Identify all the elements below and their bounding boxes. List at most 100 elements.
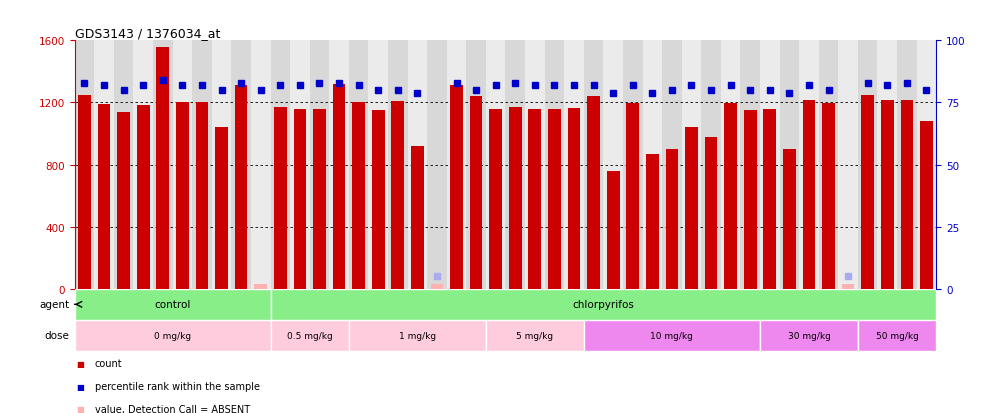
Bar <box>780 41 799 289</box>
Bar <box>450 86 463 289</box>
Bar <box>584 41 604 289</box>
Bar <box>313 109 326 289</box>
Bar <box>427 41 447 289</box>
Bar <box>760 41 780 289</box>
Bar <box>564 41 584 289</box>
Bar <box>290 41 310 289</box>
Bar <box>803 101 816 289</box>
Bar <box>254 285 267 289</box>
Bar <box>271 41 290 289</box>
Bar <box>133 41 153 289</box>
Bar <box>642 41 662 289</box>
Bar <box>721 41 740 289</box>
Bar <box>744 111 757 289</box>
Bar <box>486 41 505 289</box>
Text: 1 mg/kg: 1 mg/kg <box>398 331 436 340</box>
Bar <box>529 109 541 289</box>
Bar <box>665 150 678 289</box>
Text: percentile rank within the sample: percentile rank within the sample <box>95 381 260 391</box>
Text: ■: ■ <box>77 404 85 413</box>
Bar <box>486 320 584 351</box>
Bar <box>900 101 913 289</box>
Bar <box>192 41 212 289</box>
Bar <box>271 320 349 351</box>
Bar <box>231 41 251 289</box>
Bar <box>920 122 933 289</box>
Bar <box>662 41 681 289</box>
Text: GDS3143 / 1376034_at: GDS3143 / 1376034_at <box>75 27 220 40</box>
Bar <box>701 41 721 289</box>
Bar <box>916 41 936 289</box>
Text: chlorpyrifos: chlorpyrifos <box>573 299 634 310</box>
Bar <box>349 41 369 289</box>
Bar <box>862 95 874 289</box>
Bar <box>509 108 522 289</box>
Bar <box>75 289 271 320</box>
Text: control: control <box>154 299 191 310</box>
Bar <box>274 108 287 289</box>
Bar <box>75 41 95 289</box>
Bar <box>626 104 639 289</box>
Bar <box>95 41 114 289</box>
Bar <box>215 128 228 289</box>
Bar <box>839 41 858 289</box>
Bar <box>880 101 893 289</box>
Text: 30 mg/kg: 30 mg/kg <box>788 331 831 340</box>
Bar <box>505 41 525 289</box>
Text: 50 mg/kg: 50 mg/kg <box>875 331 918 340</box>
Bar <box>369 41 388 289</box>
Bar <box>430 285 443 289</box>
Bar <box>705 137 717 289</box>
Bar <box>548 109 561 289</box>
Bar <box>271 289 936 320</box>
Bar <box>212 41 231 289</box>
Bar <box>584 320 760 351</box>
Bar <box>607 171 620 289</box>
Bar <box>466 41 486 289</box>
Bar <box>681 41 701 289</box>
Bar <box>588 97 600 289</box>
Bar <box>411 147 423 289</box>
Bar <box>310 41 330 289</box>
Text: ■: ■ <box>77 382 85 391</box>
Bar <box>447 41 466 289</box>
Text: 10 mg/kg: 10 mg/kg <box>650 331 693 340</box>
Bar <box>764 110 776 289</box>
Bar <box>489 109 502 289</box>
Bar <box>156 47 169 289</box>
Bar <box>858 41 877 289</box>
Bar <box>75 320 271 351</box>
Bar <box>822 104 835 289</box>
Bar <box>195 103 208 289</box>
Bar <box>897 41 916 289</box>
Text: 5 mg/kg: 5 mg/kg <box>516 331 554 340</box>
Bar <box>783 150 796 289</box>
Bar <box>525 41 545 289</box>
Bar <box>153 41 172 289</box>
Bar <box>470 97 482 289</box>
Bar <box>372 111 384 289</box>
Text: 0 mg/kg: 0 mg/kg <box>154 331 191 340</box>
Bar <box>78 95 91 289</box>
Bar <box>118 112 130 289</box>
Bar <box>349 320 486 351</box>
Bar <box>98 105 111 289</box>
Bar <box>877 41 897 289</box>
Bar <box>622 41 642 289</box>
Bar <box>388 41 407 289</box>
Bar <box>799 41 819 289</box>
Bar <box>391 102 404 289</box>
Bar <box>251 41 271 289</box>
Bar <box>235 86 247 289</box>
Bar <box>819 41 839 289</box>
Text: dose: dose <box>45 330 70 341</box>
Bar <box>114 41 133 289</box>
Bar <box>685 128 698 289</box>
Bar <box>176 103 189 289</box>
Text: 0.5 mg/kg: 0.5 mg/kg <box>287 331 333 340</box>
Bar <box>740 41 760 289</box>
Text: ■: ■ <box>77 359 85 368</box>
Bar <box>330 41 349 289</box>
Text: value, Detection Call = ABSENT: value, Detection Call = ABSENT <box>95 404 250 413</box>
Bar <box>724 104 737 289</box>
